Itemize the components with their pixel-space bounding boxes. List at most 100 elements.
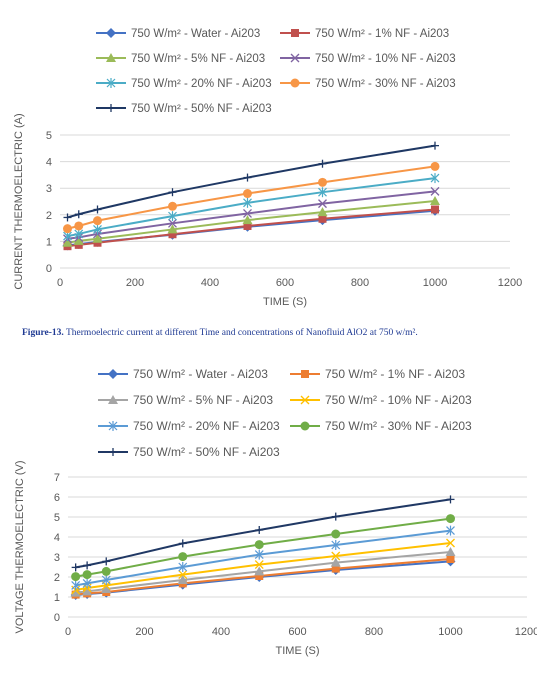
data-point [431,141,439,150]
series [71,525,455,591]
legend-item: 750 W/m² - 1% NF - Ai203 [280,28,449,40]
legend-label: 750 W/m² - 5% NF - Ai203 [133,393,273,407]
legend-marker [291,29,299,37]
series-line [67,199,436,244]
legend-label: 750 W/m² - 20% NF - Ai203 [131,78,272,90]
data-point [92,233,103,243]
x-tick-label: 200 [126,277,144,289]
legend-item: 750 W/m² - Water - Ai203 [98,367,268,381]
legend-label: 750 W/m² - 1% NF - Ai203 [325,367,465,381]
data-point [318,159,327,168]
legend-marker [290,78,300,88]
y-axis-title: CURRENT THERMOELECTRIC (A) [13,113,25,289]
legend-label: 750 W/m² - 10% NF - Ai203 [315,53,456,65]
x-tick-label: 0 [57,277,63,289]
legend-marker [300,395,310,405]
x-tick-label: 1000 [423,277,447,289]
x-tick-label: 1200 [515,626,537,638]
x-axis-title: TIME (S) [263,296,307,308]
data-point [74,210,83,219]
data-point [430,161,440,171]
legend-label: 750 W/m² - 5% NF - Ai203 [131,53,265,65]
legend-label: 750 W/m² - 20% NF - Ai203 [133,419,280,433]
data-point [445,547,456,556]
data-point [101,566,111,576]
x-tick-label: 400 [201,277,219,289]
data-point [255,526,264,534]
data-point [101,575,111,585]
caption-text: Thermoelectric current at different Time… [66,328,418,338]
legend-item: 750 W/m² - 20% NF - Ai203 [98,419,280,433]
y-tick-label: 2 [46,210,52,222]
legend-item: 750 W/m² - 5% NF - Ai203 [96,53,265,65]
data-point [446,525,455,536]
data-point [168,218,177,228]
legend-item: 750 W/m² - 50% NF - Ai203 [96,103,272,115]
figure-caption: Figure-13. Thermoelectric current at dif… [22,328,532,338]
data-point [331,540,341,550]
data-point [178,539,187,548]
data-point [167,224,178,234]
data-point [93,216,102,226]
data-point [330,557,341,567]
data-point [331,551,341,561]
x-tick-label: 0 [65,626,71,638]
y-tick-label: 3 [54,552,60,564]
data-point [318,177,327,187]
legend-item: 750 W/m² - 50% NF - Ai203 [98,445,280,459]
data-point [71,563,80,572]
y-tick-label: 4 [46,157,52,169]
y-tick-label: 7 [54,472,60,484]
data-point [177,575,188,584]
data-point [168,230,177,239]
legend-item: 750 W/m² - 5% NF - Ai203 [98,393,273,407]
data-point [93,205,102,214]
data-point [243,197,252,208]
y-axis-title: VOLTAGE THERMOELECTRIC (V) [14,461,26,634]
data-point [178,552,188,562]
legend-label: 750 W/m² - 10% NF - Ai203 [325,393,472,407]
legend-label: 750 W/m² - 30% NF - Ai203 [325,419,472,433]
data-point [73,235,84,245]
series [63,161,440,234]
data-point [430,186,440,196]
data-point [71,572,81,582]
legend-label: 750 W/m² - Water - Ai203 [131,28,260,40]
legend-marker [290,53,300,63]
data-point [331,512,340,521]
data-point [63,213,72,222]
legend-label: 750 W/m² - 1% NF - Ai203 [315,28,449,40]
data-point [71,580,81,591]
legend-label: 750 W/m² - Water - Ai203 [133,367,268,381]
legend-marker [108,369,118,379]
y-tick-label: 2 [54,572,60,584]
y-tick-label: 3 [46,183,52,195]
legend-item: 750 W/m² - 10% NF - Ai203 [290,393,472,407]
series [70,547,456,597]
x-axis-title: TIME (S) [276,645,320,657]
legend-item: 750 W/m² - 30% NF - Ai203 [290,419,472,433]
series [71,495,455,572]
x-tick-label: 1200 [498,277,522,289]
data-point [101,584,112,593]
y-tick-label: 5 [46,130,52,142]
legend: 750 W/m² - Water - Ai203 750 W/m² - 1% NF… [96,28,456,115]
x-tick-label: 800 [365,626,383,638]
legend-label: 750 W/m² - 50% NF - Ai203 [133,445,280,459]
data-point [254,566,265,576]
legend-marker [106,78,116,88]
data-point [178,562,188,572]
data-point [446,538,455,548]
data-point [254,540,264,550]
legend-marker [109,448,117,456]
data-point [242,215,253,225]
data-point [70,587,81,597]
data-point [254,549,264,560]
data-point [168,188,177,197]
legend-marker [300,421,310,431]
data-point [446,495,455,504]
legend-label: 750 W/m² - 50% NF - Ai203 [131,103,272,115]
legend-item: 750 W/m² - 10% NF - Ai203 [280,53,456,65]
x-tick-label: 600 [276,277,294,289]
data-point [446,555,455,563]
